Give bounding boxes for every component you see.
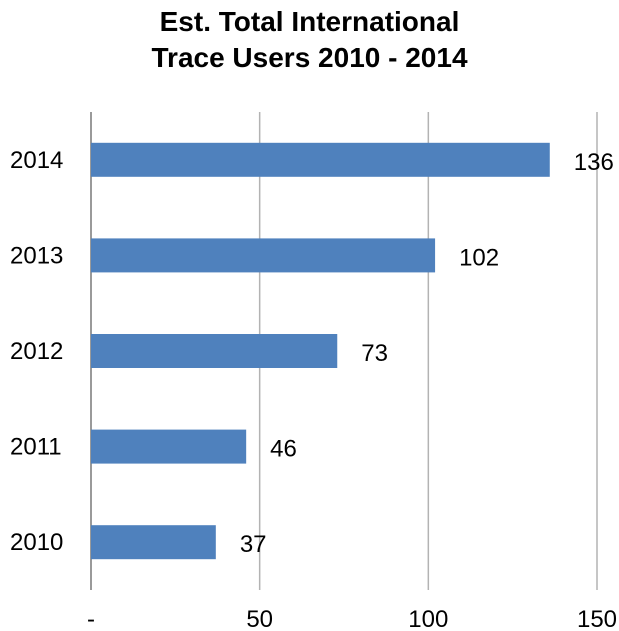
data-label: 102 [459,244,499,271]
chart-title: Est. Total International Trace Users 201… [0,4,619,76]
y-tick-label: 2013 [10,242,63,269]
x-tick-label: 100 [408,606,448,631]
x-tick-label: 150 [577,606,617,631]
bar [91,334,338,368]
bar [91,238,436,273]
chart-title-line-2: Trace Users 2010 - 2014 [151,42,468,73]
chart-title-line-1: Est. Total International [159,6,460,37]
data-label: 37 [240,531,267,558]
data-label: 73 [361,340,388,367]
bar [91,429,247,464]
y-tick-label: 2014 [10,147,63,174]
data-label: 136 [574,149,614,176]
x-tick-label: 50 [246,606,273,631]
data-label: 46 [270,436,297,463]
y-tick-label: 2011 [10,434,62,461]
y-tick-label: 2012 [10,338,63,365]
y-tick-label: 2010 [10,529,63,556]
bar [91,525,216,560]
bar [91,142,550,177]
x-tick-label: - [87,606,95,631]
